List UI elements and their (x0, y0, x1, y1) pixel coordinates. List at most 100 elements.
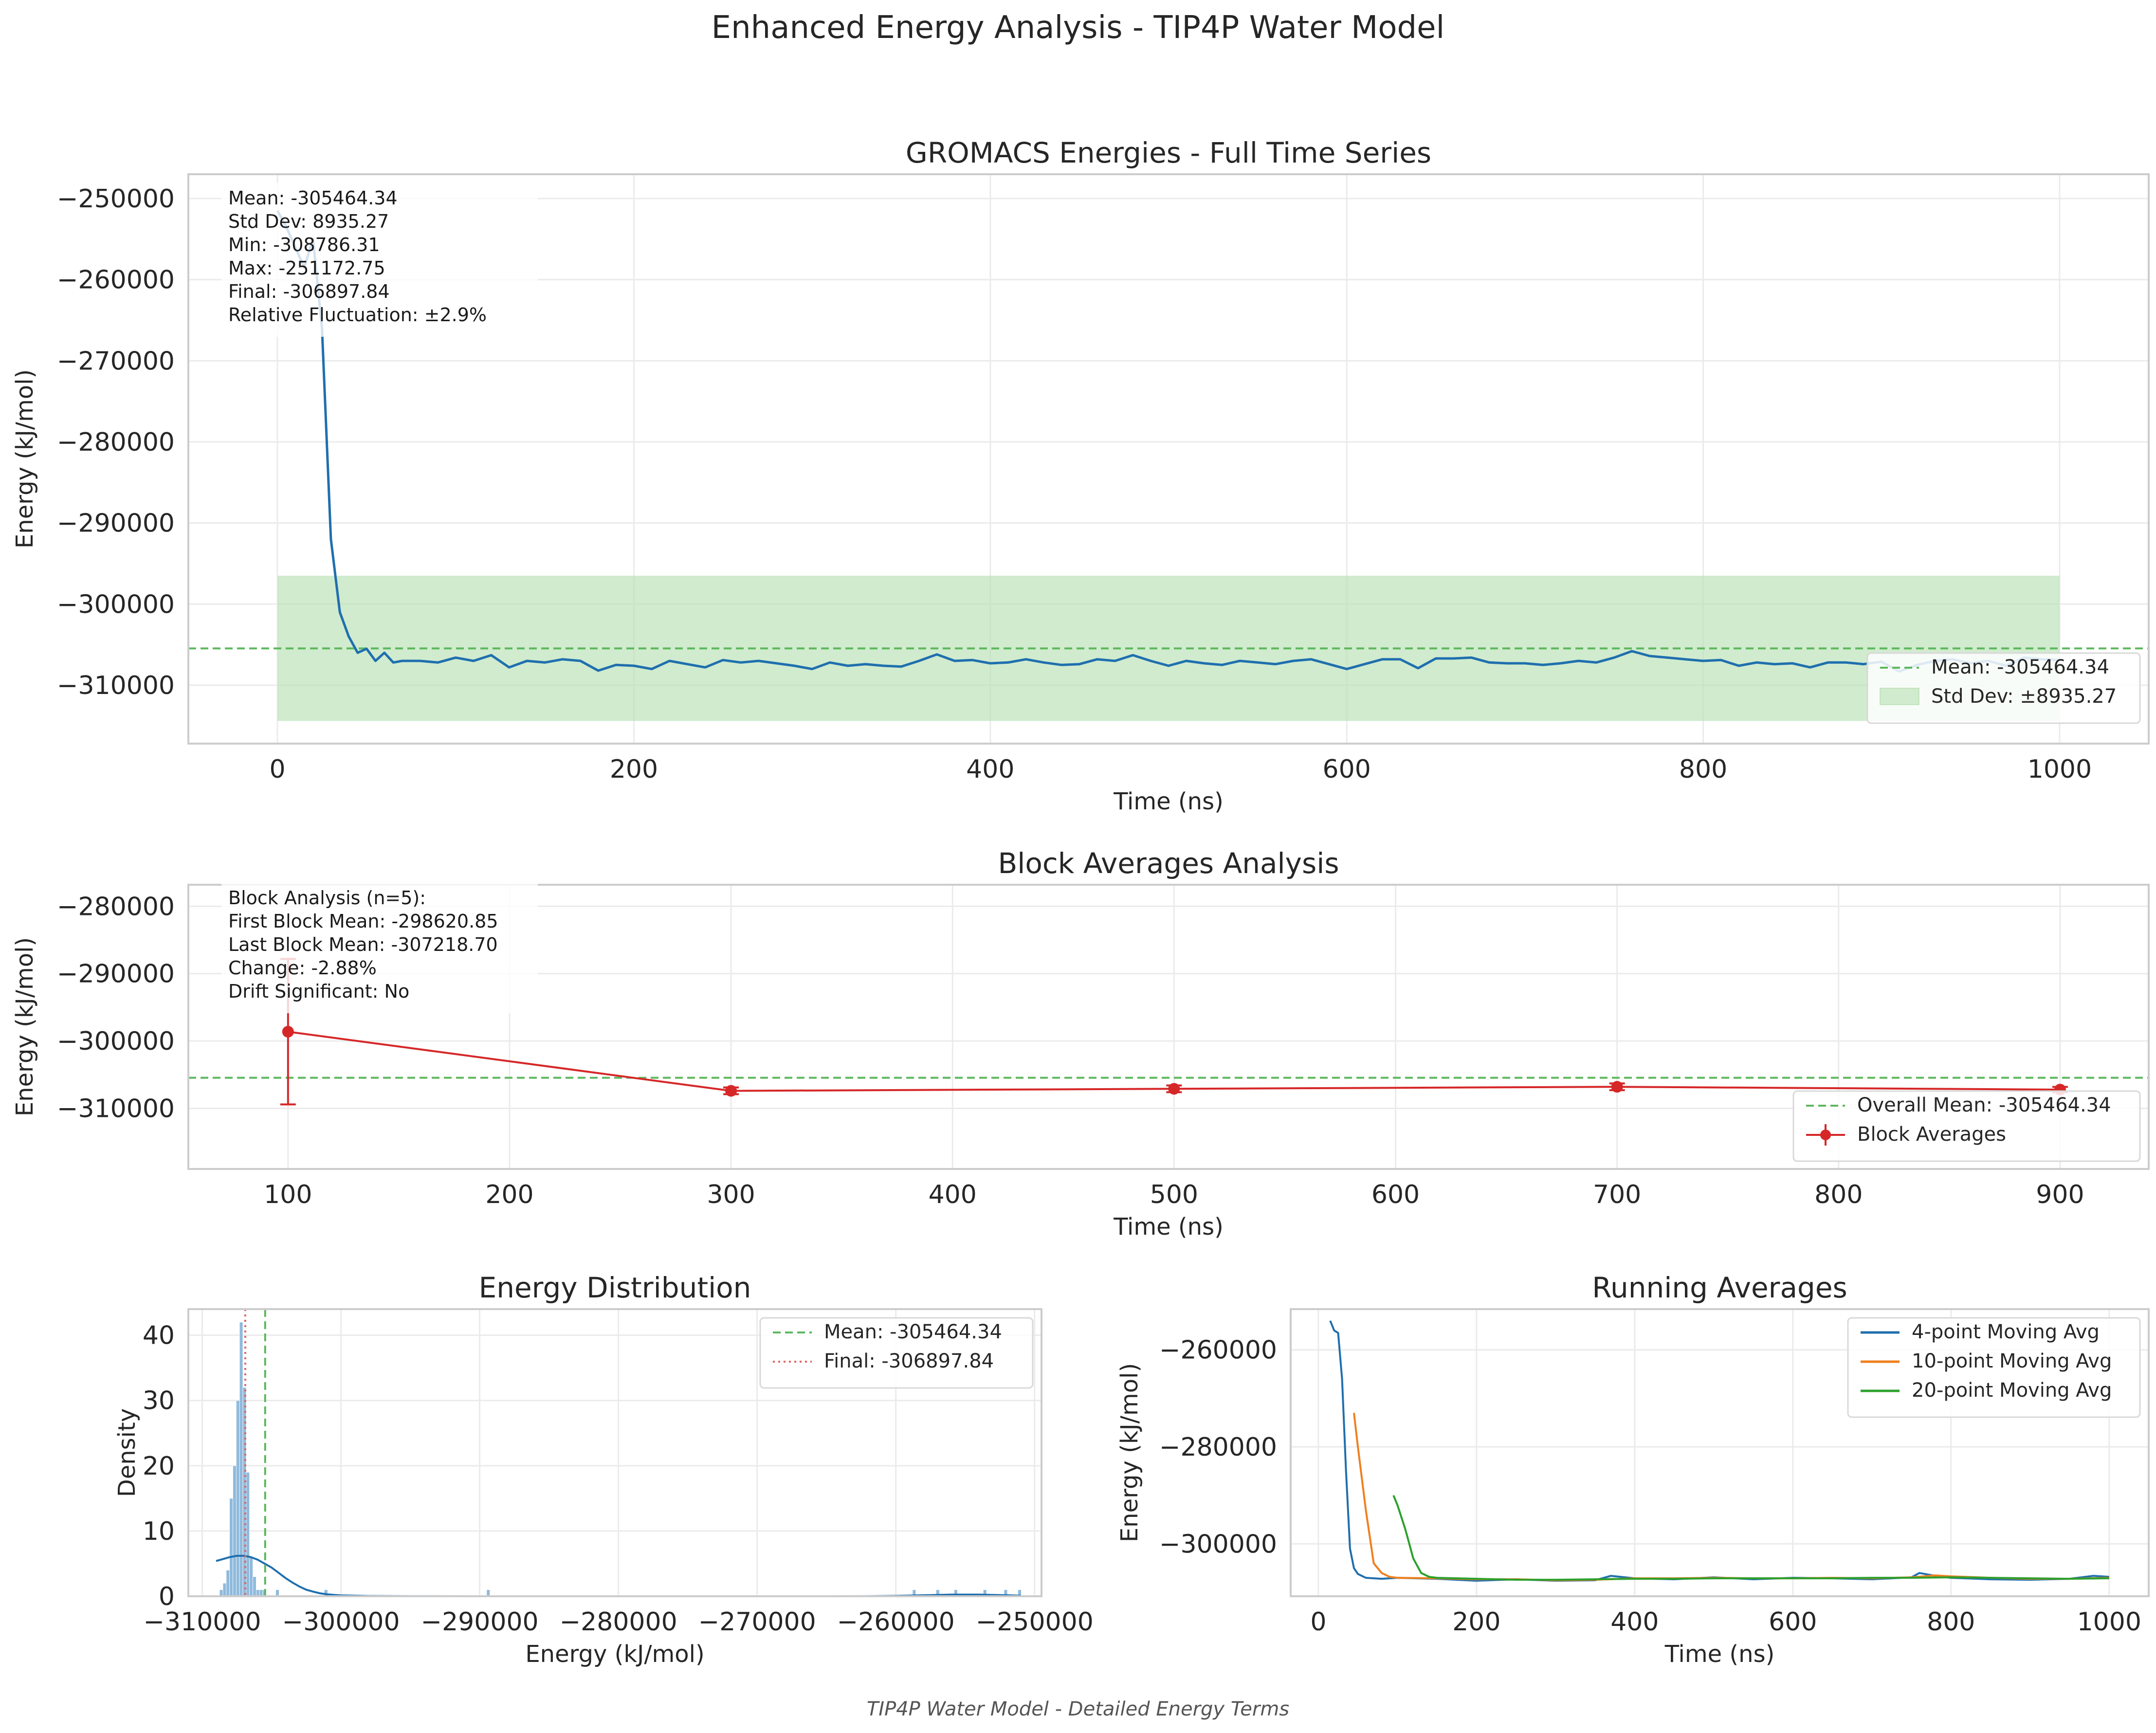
figure-footer: TIP4P Water Model - Detailed Energy Term… (867, 1698, 1289, 1720)
legend-label: Block Averages (1857, 1123, 2006, 1146)
axes-title: Running Averages (1592, 1271, 1847, 1304)
legend (759, 1317, 1034, 1389)
histogram-bar (259, 1589, 263, 1596)
stats-box (221, 883, 538, 1013)
y-tick-label: 20 (143, 1452, 175, 1481)
stats-line: Std Dev: 8935.27 (228, 211, 389, 232)
panel-time_series: 0 200 400 600 800 1000 −250000 −260000 −270000 −2… (11, 136, 2150, 815)
stats-line: Relative Fluctuation: ±2.9% (228, 304, 487, 326)
figure-title: Enhanced Energy Analysis - TIP4P Water M… (712, 10, 1445, 46)
x-tick-label: −260000 (837, 1607, 955, 1637)
histogram-bar (222, 1583, 227, 1596)
x-tick-label: −290000 (421, 1607, 539, 1637)
x-tick-label: −310000 (143, 1607, 261, 1637)
axes-frame (1290, 1308, 2150, 1597)
y-tick-label: −290000 (57, 509, 175, 538)
stats-line: Mean: -305464.34 (228, 187, 398, 209)
legend (1866, 652, 2141, 724)
axes-frame (187, 1308, 1042, 1597)
y-tick-label: 10 (143, 1517, 175, 1546)
x-tick-label: 600 (1769, 1607, 1817, 1637)
block-average-point (1611, 1081, 1623, 1093)
axes-frame (187, 173, 2150, 745)
legend-swatch (1820, 1130, 1831, 1140)
y-tick-label: −280000 (57, 428, 175, 457)
y-tick-label: −280000 (57, 892, 175, 921)
y-tick-label: −260000 (57, 266, 175, 295)
histogram-bar (275, 1589, 279, 1596)
y-tick-label: −270000 (57, 347, 175, 376)
stats-line: Max: -251172.75 (228, 257, 385, 279)
x-tick-label: 700 (1593, 1180, 1641, 1209)
x-tick-label: −250000 (976, 1607, 1094, 1637)
y-tick-label: −310000 (57, 1094, 175, 1123)
x-tick-label: −280000 (560, 1607, 677, 1637)
histogram-bar (256, 1589, 260, 1596)
plot-area (188, 210, 2149, 721)
histogram-bar (236, 1400, 240, 1596)
legend-label: 4-point Moving Avg (1912, 1321, 2100, 1343)
legend-label: Overall Mean: -305464.34 (1857, 1094, 2111, 1116)
axes-frame (187, 884, 2150, 1170)
panel-distribution: −310000 −300000 −290000 −280000 −270000 −2600… (113, 1271, 1094, 1668)
stats-line: Drift Significant: No (228, 981, 409, 1002)
x-tick-label: 0 (1310, 1607, 1326, 1637)
axes-title: Block Averages Analysis (998, 847, 1339, 880)
legend-label: Final: -306897.84 (824, 1350, 994, 1372)
x-tick-label: 100 (264, 1180, 312, 1209)
x-tick-label: 200 (610, 755, 658, 784)
y-tick-label: −310000 (57, 671, 175, 700)
x-tick-label: 400 (929, 1180, 977, 1209)
y-tick-label: −250000 (57, 184, 175, 214)
x-tick-label: −270000 (698, 1607, 816, 1637)
x-tick-label: 200 (1452, 1607, 1500, 1637)
histogram-bar (229, 1498, 233, 1596)
legend-label: Mean: -305464.34 (1931, 656, 2109, 678)
moving-avg-20-line (1392, 1495, 2109, 1581)
y-tick-label: −290000 (57, 960, 175, 989)
panel-block_averages: 100 200 300 400 500 600 700 800 900 −280000 −29000… (11, 847, 2150, 1240)
block-average-point (725, 1085, 737, 1097)
x-tick-label: 400 (966, 755, 1014, 784)
x-tick-label: 500 (1150, 1180, 1198, 1209)
moving-avg-10-line (1353, 1413, 2109, 1582)
y-tick-label: −280000 (1159, 1433, 1277, 1462)
x-tick-label: 800 (1814, 1180, 1863, 1209)
histogram-bar (233, 1465, 237, 1596)
x-tick-label: 1000 (2077, 1607, 2141, 1637)
stats-line: Last Block Mean: -307218.70 (228, 934, 498, 955)
legend (1847, 1317, 2141, 1418)
x-tick-label: 0 (270, 755, 286, 784)
x-tick-label: 400 (1610, 1607, 1659, 1637)
axes-title: GROMACS Energies - Full Time Series (906, 136, 1431, 169)
x-axis-label: Energy (kJ/mol) (525, 1641, 704, 1668)
legend-label: 20-point Moving Avg (1912, 1379, 2112, 1402)
block-average-point (1168, 1083, 1180, 1095)
x-axis-label: Time (ns) (1113, 1213, 1224, 1240)
stats-line: Final: -306897.84 (228, 281, 390, 302)
panel-running_averages: 0 200 400 600 800 1000 −260000 −280000 −300000 Ru… (1116, 1271, 2150, 1668)
y-tick-label: 0 (159, 1582, 175, 1611)
x-tick-label: 600 (1371, 1180, 1420, 1209)
histogram-bar (246, 1472, 250, 1596)
x-tick-label: 800 (1927, 1607, 1975, 1637)
block-average-point (282, 1025, 294, 1038)
x-tick-label: 600 (1323, 755, 1371, 784)
y-tick-label: 40 (143, 1321, 175, 1350)
plot-area (1329, 1320, 2109, 1582)
y-tick-label: −300000 (57, 1027, 175, 1056)
x-axis-label: Time (ns) (1664, 1641, 1775, 1668)
y-axis-label: Energy (kJ/mol) (1116, 1363, 1143, 1542)
legend-label: 10-point Moving Avg (1912, 1350, 2112, 1372)
y-tick-label: −300000 (1159, 1530, 1277, 1559)
x-tick-label: 200 (485, 1180, 533, 1209)
stats-box (221, 183, 538, 337)
y-tick-label: 30 (143, 1386, 175, 1416)
y-axis-label: Density (113, 1408, 141, 1497)
stats-line: Block Analysis (n=5): (228, 887, 426, 909)
legend-swatch (1880, 688, 1919, 705)
y-axis-label: Energy (kJ/mol) (11, 369, 38, 548)
histogram-bar (219, 1589, 223, 1596)
energy-series-line (276, 210, 2060, 673)
